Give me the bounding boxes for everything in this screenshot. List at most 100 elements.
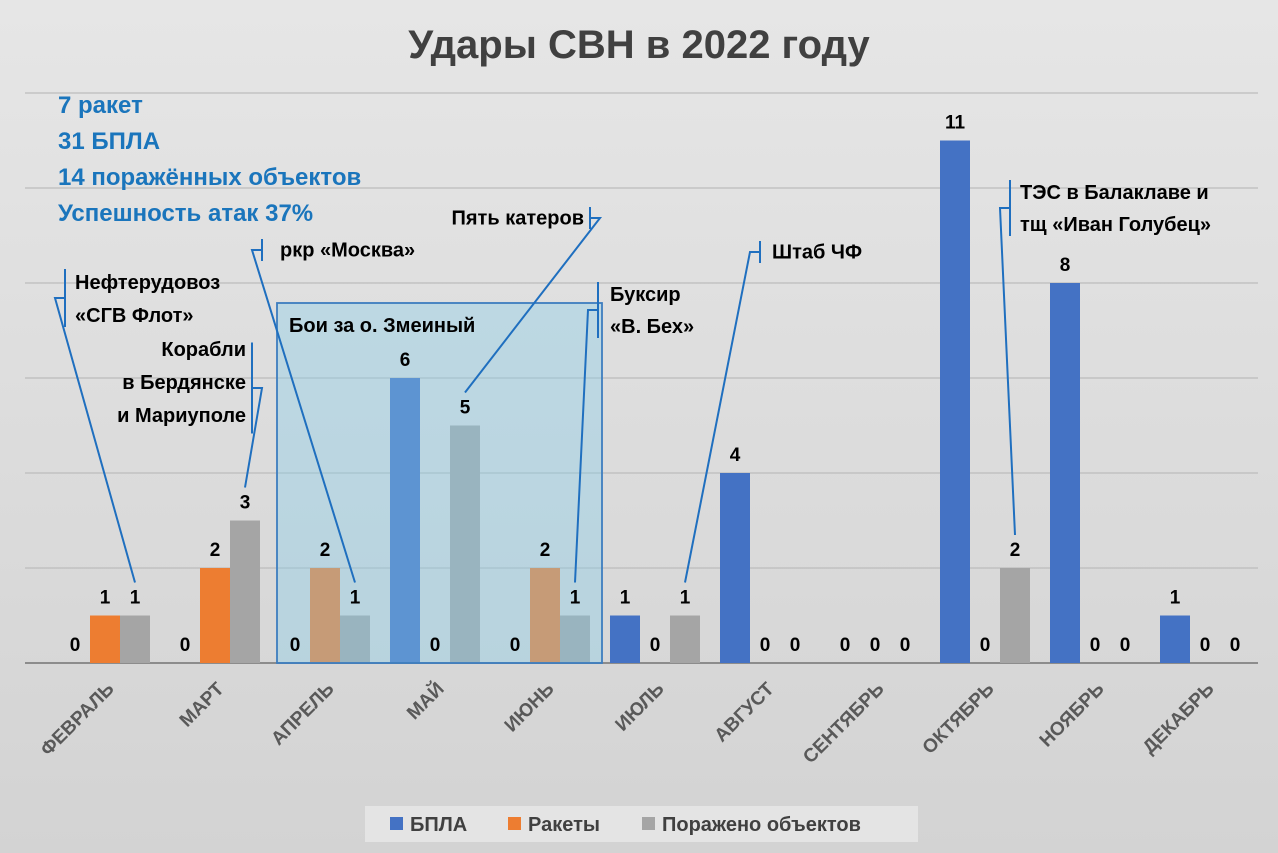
legend-swatch — [390, 817, 403, 830]
data-label: 1 — [1170, 588, 1181, 609]
bar — [530, 568, 560, 663]
data-label: 0 — [1200, 635, 1211, 656]
data-label: 0 — [840, 635, 851, 656]
bar — [560, 615, 590, 663]
highlight-region: Бои за о. Змеиный — [276, 302, 603, 664]
bar — [1160, 615, 1190, 663]
legend-swatch — [642, 817, 655, 830]
annotations: Нефтерудовоз «СГВ Флот» Корабли в Бердянске… — [53, 180, 1211, 583]
x-tick-label: ДЕКАБРЬ — [1139, 679, 1219, 759]
data-label: 0 — [1090, 635, 1101, 656]
annotation-text: «В. Бех» — [610, 316, 694, 338]
data-label: 2 — [540, 540, 551, 561]
legend-item[interactable]: Ракеты — [508, 814, 600, 836]
annotation: ркр «Москва» — [250, 239, 415, 583]
bar — [450, 425, 480, 663]
bar — [1000, 568, 1030, 663]
data-label: 0 — [1230, 635, 1241, 656]
annotation-text: ркр «Москва» — [280, 240, 415, 262]
bar — [1050, 283, 1080, 663]
legend-label: БПЛА — [410, 814, 467, 836]
x-tick-label: НОЯБРЬ — [1036, 679, 1109, 752]
legend[interactable]: БПЛА Ракеты Поражено объектов — [365, 806, 918, 842]
bar — [200, 568, 230, 663]
annotation-text: и Мариуполе — [117, 405, 246, 427]
data-label: 2 — [210, 540, 221, 561]
annotation-text: ТЭС в Балаклаве и — [1020, 182, 1209, 204]
summary-block: 7 ракет 31 БПЛА 14 поражённых объектов Успе… — [58, 92, 361, 227]
data-label: 1 — [100, 588, 111, 609]
data-label: 1 — [620, 588, 631, 609]
annotation-text: в Бердянске — [122, 372, 246, 394]
annotation-text: «СГВ Флот» — [75, 305, 194, 327]
data-label: 2 — [320, 540, 331, 561]
data-label: 0 — [1120, 635, 1131, 656]
legend-item[interactable]: Поражено объектов — [642, 814, 861, 836]
annotation-text: Штаб ЧФ — [772, 242, 862, 264]
data-label: 0 — [870, 635, 881, 656]
annotation: Буксир «В. Бех» — [574, 282, 694, 583]
annotation: Пять катеров — [452, 207, 603, 394]
annotation-text: тщ «Иван Голубец» — [1020, 214, 1211, 236]
bar — [90, 615, 120, 663]
legend-box — [365, 806, 918, 842]
data-label: 8 — [1060, 255, 1071, 276]
data-label: 0 — [980, 635, 991, 656]
summary-line: 14 поражённых объектов — [58, 164, 361, 191]
bar — [390, 378, 420, 663]
annotation: Штаб ЧФ — [684, 241, 862, 583]
annotation: Нефтерудовоз «СГВ Флот» — [53, 269, 220, 583]
annotation: ТЭС в Балаклаве и тщ «Иван Голубец» — [998, 180, 1211, 536]
data-label: 2 — [1010, 540, 1021, 561]
data-label: 0 — [650, 635, 661, 656]
x-tick-label: АВГУСТ — [711, 678, 779, 746]
bar — [670, 615, 700, 663]
x-tick-label: МАЙ — [402, 678, 448, 724]
data-label: 0 — [70, 635, 81, 656]
data-label: 1 — [570, 588, 581, 609]
x-tick-label: ИЮНЬ — [501, 679, 559, 737]
annotation-text: Пять катеров — [452, 208, 584, 230]
data-label: 0 — [510, 635, 521, 656]
data-label: 0 — [290, 635, 301, 656]
bar — [340, 615, 370, 663]
annotation-text: Буксир — [610, 284, 681, 306]
callout-line — [574, 282, 599, 583]
highlight-box — [276, 302, 603, 664]
callout-line — [998, 180, 1016, 536]
bar — [310, 568, 340, 663]
data-label: 11 — [945, 113, 966, 134]
callout-line — [250, 239, 356, 583]
annotation: Корабли в Бердянске и Мариуполе — [117, 339, 264, 488]
x-tick-label: МАРТ — [176, 678, 229, 731]
x-tick-label: АПРЕЛЬ — [267, 679, 338, 750]
bar — [610, 615, 640, 663]
callout-line — [53, 269, 136, 583]
summary-line: 31 БПЛА — [58, 128, 160, 155]
bar — [720, 473, 750, 663]
data-label: 4 — [730, 445, 741, 466]
callout-line — [464, 207, 603, 394]
bar — [940, 140, 970, 663]
x-tick-label: ФЕВРАЛЬ — [37, 679, 119, 761]
x-tick-label: ОКТЯБРЬ — [919, 679, 999, 759]
data-label: 0 — [900, 635, 911, 656]
bar — [120, 615, 150, 663]
bars — [90, 140, 1190, 663]
legend-item[interactable]: БПЛА — [390, 814, 467, 836]
callout-line — [244, 342, 264, 488]
legend-label: Ракеты — [528, 814, 600, 836]
data-label: 1 — [350, 588, 361, 609]
annotation-text: Нефтерудовоз — [75, 272, 220, 294]
x-tick-label: ИЮЛЬ — [612, 679, 669, 736]
legend-label: Поражено объектов — [662, 814, 861, 836]
data-label: 0 — [430, 635, 441, 656]
highlight-label: Бои за о. Змеиный — [289, 315, 475, 337]
data-label: 1 — [680, 588, 691, 609]
data-label: 6 — [400, 350, 411, 371]
annotation-text: Корабли — [161, 339, 246, 361]
x-tick-labels: ФЕВРАЛЬ МАРТ АПРЕЛЬ МАЙ ИЮНЬ ИЮЛЬ АВГУСТ СЕНТЯБ… — [37, 678, 1219, 768]
